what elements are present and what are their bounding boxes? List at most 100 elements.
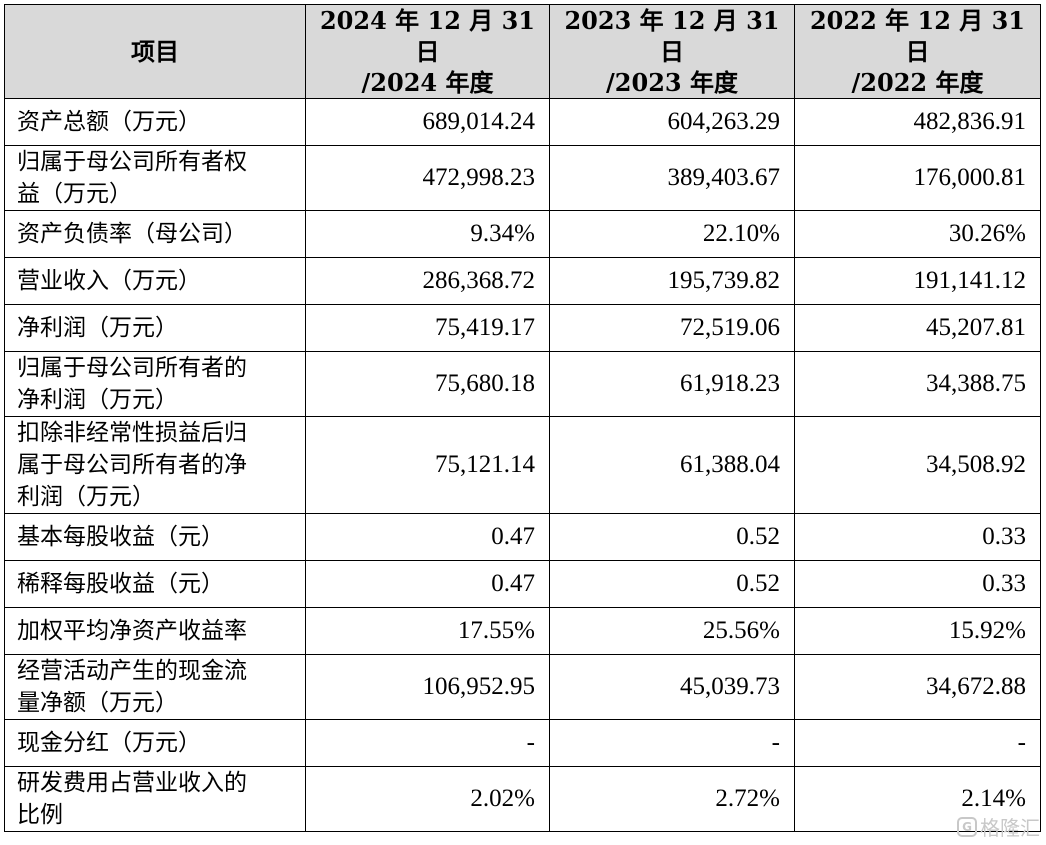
header-item: 项目 <box>4 4 306 99</box>
table-row: 净利润（万元） 75,419.17 72,519.06 45,207.81 <box>4 304 1041 352</box>
row-label: 加权平均净资产收益率 <box>4 607 306 655</box>
row-label-line: 益（万元） <box>17 181 132 207</box>
value-cell: 106,952.95 <box>305 654 550 720</box>
value-cell: 286,368.72 <box>305 257 550 305</box>
value-cell: 0.47 <box>305 560 550 608</box>
row-label-line: 净利润（万元） <box>17 387 178 413</box>
header-line: 项目 <box>131 37 179 66</box>
value-cell: 30.26% <box>794 210 1041 258</box>
header-line: /2022 年度 <box>851 68 984 97</box>
value-cell: 2.72% <box>549 766 795 832</box>
header-line: /2024 年度 <box>361 68 494 97</box>
value-cell: 75,121.14 <box>305 416 550 514</box>
header-year-2: 2023 年 12 月 31 日/2023 年度 <box>549 4 795 99</box>
value-cell: 472,998.23 <box>305 145 550 211</box>
value-cell: 0.52 <box>549 513 795 561</box>
table-row: 研发费用占营业收入的 比例 2.02% 2.72% 2.14% <box>4 766 1041 832</box>
value-cell: 482,836.91 <box>794 98 1041 146</box>
table-row: 归属于母公司所有者权 益（万元） 472,998.23 389,403.67 176,0… <box>4 145 1041 211</box>
value-cell: 0.47 <box>305 513 550 561</box>
row-label-line: 归属于母公司所有者的 <box>17 355 247 381</box>
value-cell: 75,419.17 <box>305 304 550 352</box>
value-cell: 22.10% <box>549 210 795 258</box>
row-label-line: 营业收入（万元） <box>17 268 201 294</box>
row-label: 归属于母公司所有者权 益（万元） <box>4 145 306 211</box>
financial-data-table: 项目 2024 年 12 月 31 日/2024 年度 2023 年 12 月 31… <box>4 4 1041 832</box>
value-cell: 61,388.04 <box>549 416 795 514</box>
value-cell: 2.14% <box>794 766 1041 832</box>
row-label: 营业收入（万元） <box>4 257 306 305</box>
value-cell: 34,508.92 <box>794 416 1041 514</box>
table-row: 营业收入（万元） 286,368.72 195,739.82 191,141.12 <box>4 257 1041 305</box>
value-cell: - <box>305 719 550 767</box>
value-cell: 2.02% <box>305 766 550 832</box>
row-label-line: 加权平均净资产收益率 <box>17 618 247 644</box>
value-cell: 34,388.75 <box>794 351 1041 417</box>
row-label: 净利润（万元） <box>4 304 306 352</box>
row-label-line: 利润（万元） <box>17 484 155 510</box>
value-cell: 0.52 <box>549 560 795 608</box>
row-label: 资产总额（万元） <box>4 98 306 146</box>
row-label: 经营活动产生的现金流 量净额（万元） <box>4 654 306 720</box>
value-cell: 25.56% <box>549 607 795 655</box>
table-body: 资产总额（万元） 689,014.24 604,263.29 482,836.91 归属… <box>4 98 1041 832</box>
table-row: 经营活动产生的现金流 量净额（万元） 106,952.95 45,039.73 34,6… <box>4 654 1041 720</box>
header-line: /2023 年度 <box>606 68 738 97</box>
row-label-line: 扣除非经常性损益后归 <box>17 420 247 446</box>
value-cell: 15.92% <box>794 607 1041 655</box>
value-cell: 72,519.06 <box>549 304 795 352</box>
value-cell: 191,141.12 <box>794 257 1041 305</box>
value-cell: 0.33 <box>794 560 1041 608</box>
value-cell: 61,918.23 <box>549 351 795 417</box>
row-label-line: 研发费用占营业收入的 <box>17 770 247 796</box>
header-line: 2022 年 12 月 31 日 <box>809 6 1025 66</box>
table-row: 资产总额（万元） 689,014.24 604,263.29 482,836.91 <box>4 98 1041 146</box>
table-row: 归属于母公司所有者的 净利润（万元） 75,680.18 61,918.23 34,38… <box>4 351 1041 417</box>
row-label-line: 资产总额（万元） <box>17 109 201 135</box>
table-row: 加权平均净资产收益率 17.55% 25.56% 15.92% <box>4 607 1041 655</box>
row-label: 扣除非经常性损益后归 属于母公司所有者的净 利润（万元） <box>4 416 306 514</box>
row-label: 研发费用占营业收入的 比例 <box>4 766 306 832</box>
row-label: 现金分红（万元） <box>4 719 306 767</box>
row-label-line: 比例 <box>17 802 63 828</box>
value-cell: - <box>794 719 1041 767</box>
value-cell: 17.55% <box>305 607 550 655</box>
watermark: G 格隆汇 <box>957 812 1040 841</box>
value-cell: 45,207.81 <box>794 304 1041 352</box>
header-row: 项目 2024 年 12 月 31 日/2024 年度 2023 年 12 月 31… <box>4 4 1041 99</box>
header-year-3: 2022 年 12 月 31 日/2022 年度 <box>794 4 1041 99</box>
row-label: 资产负债率（母公司） <box>4 210 306 258</box>
value-cell: 9.34% <box>305 210 550 258</box>
row-label-line: 经营活动产生的现金流 <box>17 658 247 684</box>
row-label-line: 基本每股收益（元） <box>17 524 224 550</box>
value-cell: 0.33 <box>794 513 1041 561</box>
value-cell: - <box>549 719 795 767</box>
table-row: 现金分红（万元） - - - <box>4 719 1041 767</box>
table-row: 稀释每股收益（元） 0.47 0.52 0.33 <box>4 560 1041 608</box>
table-row: 扣除非经常性损益后归 属于母公司所有者的净 利润（万元） 75,121.14 61,38… <box>4 416 1041 514</box>
watermark-logo-icon: G <box>957 816 977 837</box>
header-line: 2023 年 12 月 31 日 <box>564 6 780 66</box>
value-cell: 604,263.29 <box>549 98 795 146</box>
value-cell: 689,014.24 <box>305 98 550 146</box>
row-label-line: 归属于母公司所有者权 <box>17 149 247 175</box>
value-cell: 45,039.73 <box>549 654 795 720</box>
row-label-line: 属于母公司所有者的净 <box>17 452 247 478</box>
row-label-line: 资产负债率（母公司） <box>17 221 247 247</box>
row-label-line: 现金分红（万元） <box>17 730 201 756</box>
value-cell: 75,680.18 <box>305 351 550 417</box>
row-label: 基本每股收益（元） <box>4 513 306 561</box>
row-label-line: 量净额（万元） <box>17 690 178 716</box>
watermark-text: 格隆汇 <box>980 816 1040 840</box>
value-cell: 176,000.81 <box>794 145 1041 211</box>
value-cell: 34,672.88 <box>794 654 1041 720</box>
header-line: 2024 年 12 月 31 日 <box>319 6 535 66</box>
table-row: 基本每股收益（元） 0.47 0.52 0.33 <box>4 513 1041 561</box>
row-label: 归属于母公司所有者的 净利润（万元） <box>4 351 306 417</box>
header-year-1: 2024 年 12 月 31 日/2024 年度 <box>305 4 550 99</box>
table-header: 项目 2024 年 12 月 31 日/2024 年度 2023 年 12 月 31… <box>4 4 1041 99</box>
row-label-line: 稀释每股收益（元） <box>17 571 224 597</box>
value-cell: 195,739.82 <box>549 257 795 305</box>
value-cell: 389,403.67 <box>549 145 795 211</box>
table-row: 资产负债率（母公司） 9.34% 22.10% 30.26% <box>4 210 1041 258</box>
